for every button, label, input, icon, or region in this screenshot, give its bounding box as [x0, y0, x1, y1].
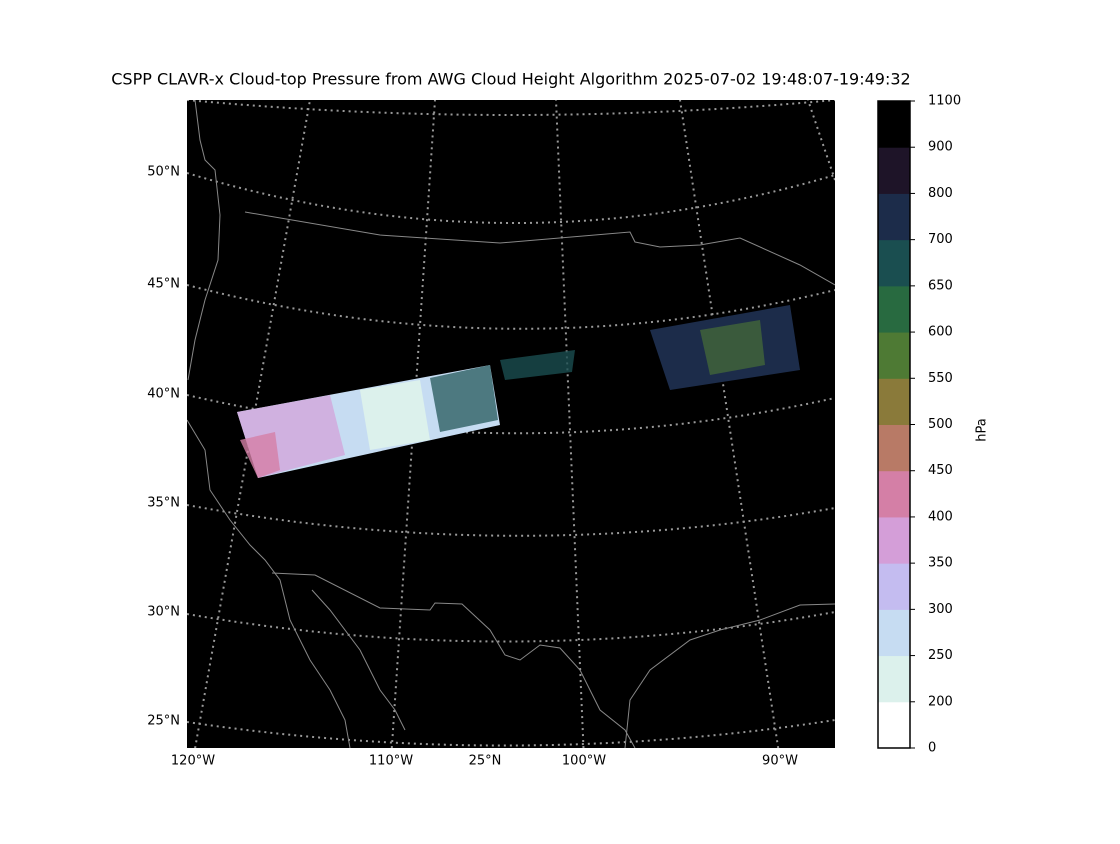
colorbar-segment: [878, 332, 910, 379]
colorbar-tick-label: 350: [928, 556, 953, 571]
lat-label: 45°N: [147, 277, 180, 292]
lon-label: 110°W: [369, 754, 413, 769]
colorbar-tick-label: 800: [928, 186, 953, 201]
lat-label: 35°N: [147, 496, 180, 511]
map: [187, 100, 835, 748]
lat-label: 40°N: [147, 387, 180, 402]
map-content: [187, 100, 835, 748]
colorbar-segment: [878, 470, 910, 518]
colorbar-tick-label: 600: [928, 325, 953, 340]
lon-labels: 120°W 110°W 25°N 100°W 90°W: [171, 754, 798, 769]
cloud-swath: [237, 305, 800, 478]
colorbar-segment: [878, 701, 910, 749]
colorbar-tick-label: 0: [928, 741, 936, 756]
colorbar-segment: [878, 239, 910, 287]
colorbar-segment: [878, 424, 910, 472]
colorbar-tick-label: 300: [928, 602, 953, 617]
coastlines: [187, 100, 835, 748]
colorbar-segment: [878, 101, 910, 148]
lon-label: 90°W: [762, 754, 798, 769]
lat-labels: 50°N 45°N 40°N 35°N 30°N 25°N: [147, 165, 180, 729]
colorbar-tick-label: 400: [928, 509, 953, 524]
colorbar-label: hPa: [975, 418, 990, 441]
colorbar-tick-label: 650: [928, 278, 953, 293]
colorbar-tick-label: 200: [928, 694, 953, 709]
colorbar-segment: [878, 655, 910, 703]
colorbar-tick-label: 900: [928, 140, 953, 155]
colorbar-tick-label: 1100: [928, 94, 961, 109]
colorbar-tick-label: 250: [928, 648, 953, 663]
colorbar-tick-label: 500: [928, 417, 953, 432]
colorbar-segment: [878, 193, 910, 241]
colorbar-segment: [878, 516, 910, 564]
colorbar-tick-label: 700: [928, 232, 953, 247]
colorbar-segment: [878, 285, 910, 333]
lat-label: 25°N: [147, 714, 180, 729]
lat-label: 30°N: [147, 605, 180, 620]
lon-label: 100°W: [562, 754, 606, 769]
colorbar-segment: [878, 563, 910, 610]
colorbar-tick-label: 550: [928, 371, 953, 386]
colorbar-segment: [878, 378, 910, 425]
colorbar-tick-label: 450: [928, 463, 953, 478]
colorbar-segment: [878, 609, 910, 657]
title: CSPP CLAVR-x Cloud-top Pressure from AWG…: [111, 70, 910, 89]
lon-label: 25°N: [469, 754, 502, 769]
lat-label: 50°N: [147, 165, 180, 180]
colorbar-segment: [878, 147, 910, 194]
colorbar: 0 200 250 300 350 400 450 500 550 600 650 700 800 900…: [877, 94, 961, 756]
lon-label: 120°W: [171, 754, 215, 769]
